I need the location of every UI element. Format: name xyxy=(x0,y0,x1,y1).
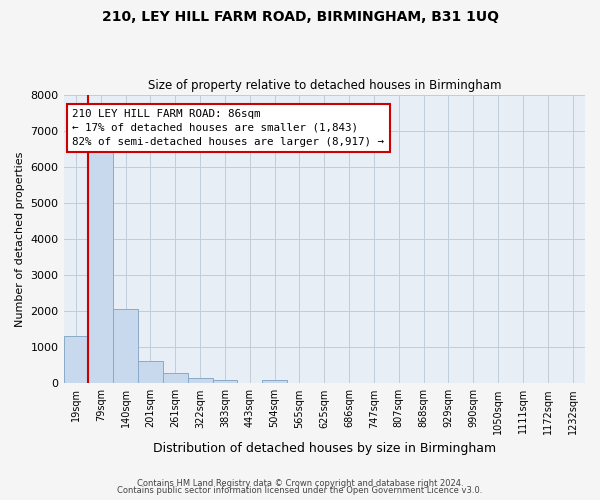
Bar xyxy=(212,380,238,384)
Text: Contains HM Land Registry data © Crown copyright and database right 2024.: Contains HM Land Registry data © Crown c… xyxy=(137,478,463,488)
Bar xyxy=(64,336,88,384)
Bar xyxy=(262,380,287,384)
Bar xyxy=(188,378,212,384)
Text: 210 LEY HILL FARM ROAD: 86sqm
← 17% of detached houses are smaller (1,843)
82% o: 210 LEY HILL FARM ROAD: 86sqm ← 17% of d… xyxy=(72,109,384,147)
Bar xyxy=(113,310,138,384)
Y-axis label: Number of detached properties: Number of detached properties xyxy=(15,151,25,326)
X-axis label: Distribution of detached houses by size in Birmingham: Distribution of detached houses by size … xyxy=(153,442,496,455)
Text: 210, LEY HILL FARM ROAD, BIRMINGHAM, B31 1UQ: 210, LEY HILL FARM ROAD, BIRMINGHAM, B31… xyxy=(101,10,499,24)
Bar xyxy=(88,148,113,384)
Text: Contains public sector information licensed under the Open Government Licence v3: Contains public sector information licen… xyxy=(118,486,482,495)
Bar xyxy=(163,373,188,384)
Title: Size of property relative to detached houses in Birmingham: Size of property relative to detached ho… xyxy=(148,79,501,92)
Bar xyxy=(138,361,163,384)
